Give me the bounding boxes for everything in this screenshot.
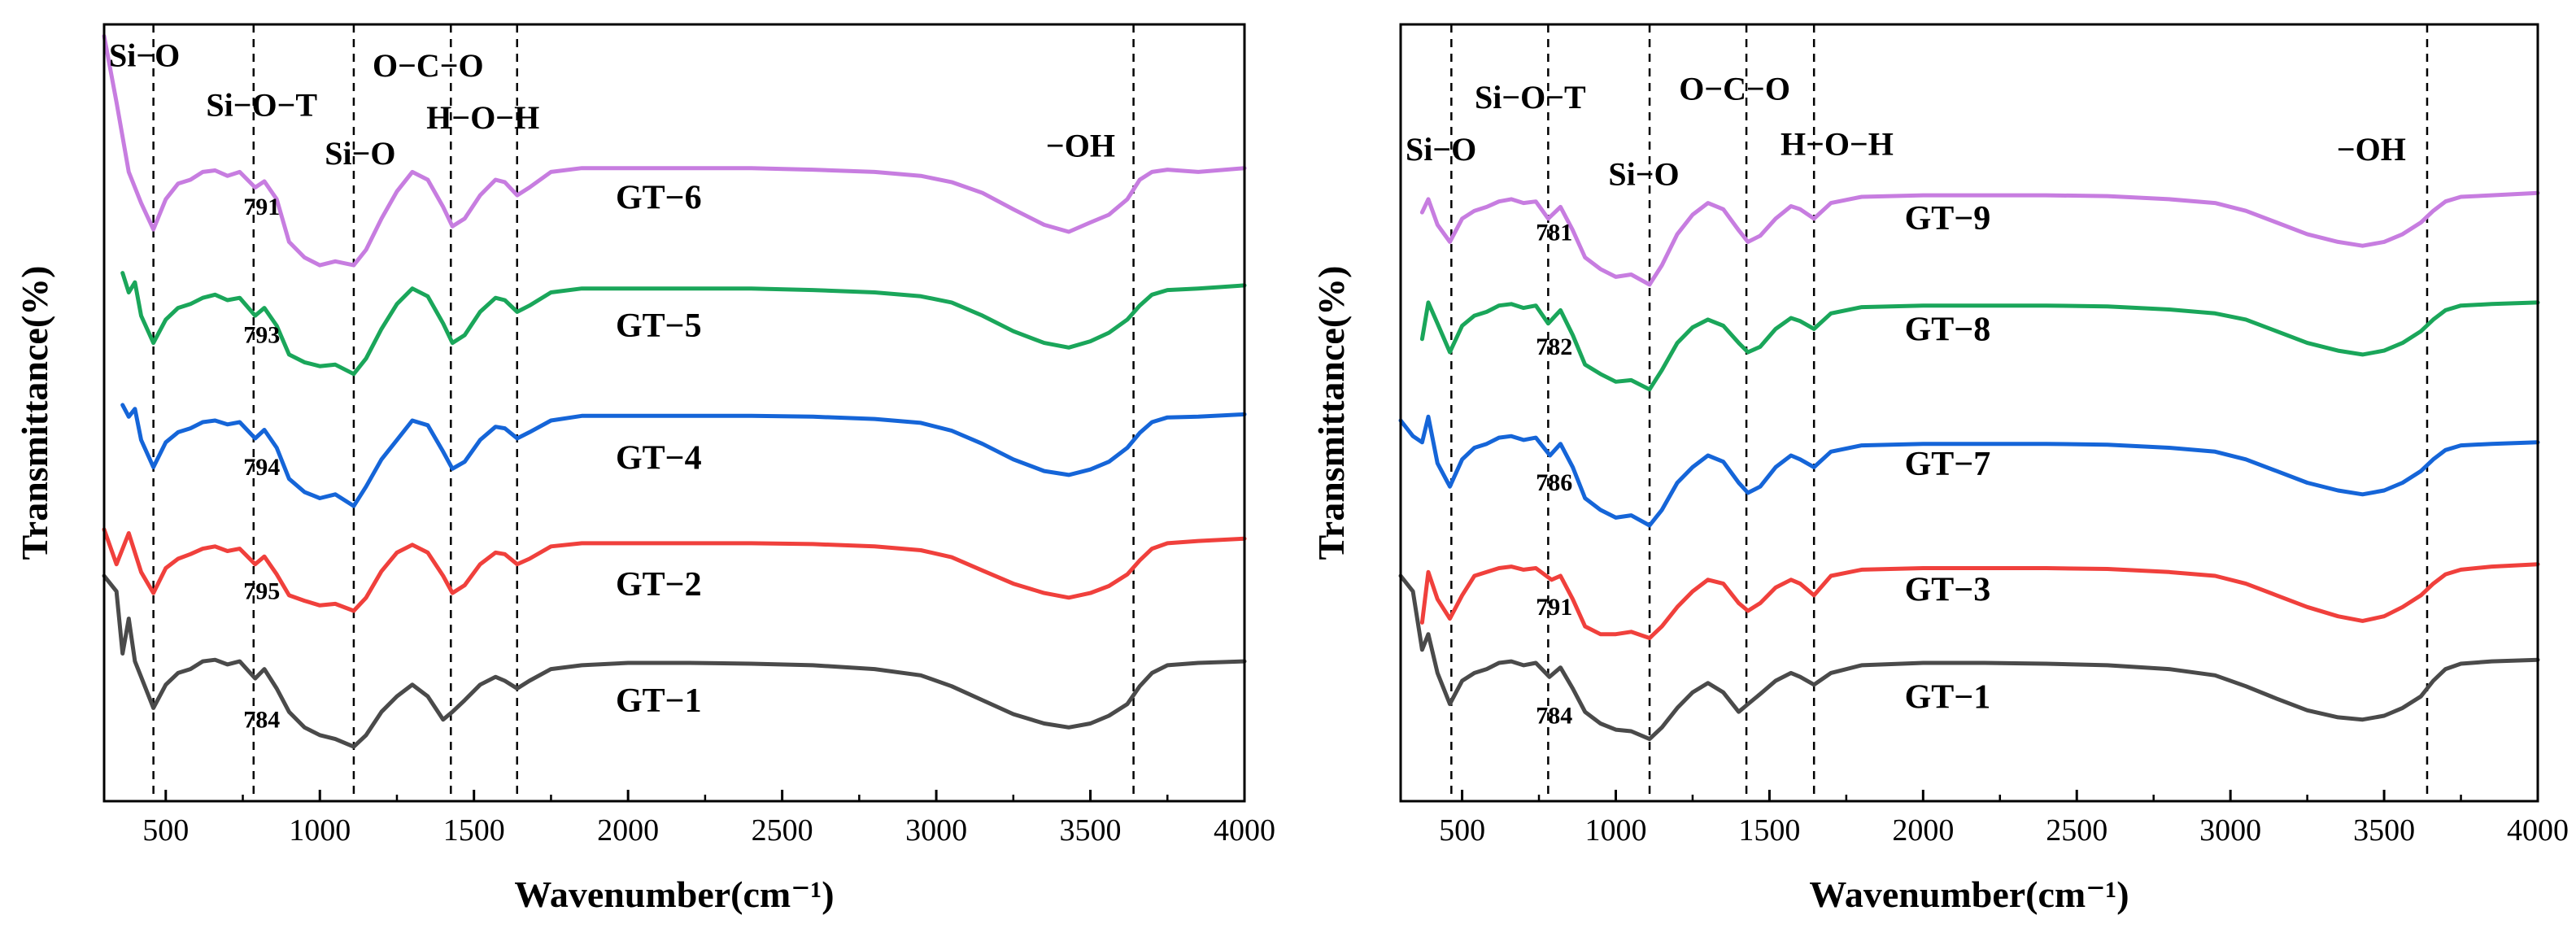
y-axis-title: Transmittance(%)	[14, 266, 55, 560]
band-label: Si−O	[1608, 156, 1679, 193]
plot-frame	[102, 23, 1246, 803]
x-tick-label: 3500	[1060, 813, 1122, 848]
peak-label: 781	[1536, 219, 1572, 246]
series-line	[1398, 414, 2540, 528]
series-label: GT−1	[616, 682, 702, 720]
peak-label: 793	[243, 322, 280, 349]
series-line	[102, 33, 1247, 268]
x-tick-label: 3000	[2199, 813, 2261, 848]
peak-label: 795	[243, 578, 280, 605]
x-tick-label: 4000	[1214, 813, 1275, 848]
x-tick-label: 2500	[2046, 813, 2107, 848]
series-label: GT−9	[1905, 200, 1991, 238]
series-label: GT−8	[1905, 312, 1991, 349]
series-line	[1419, 562, 2540, 640]
x-tick-label: 2500	[752, 813, 813, 848]
band-label: H−O−H	[1781, 125, 1894, 162]
x-axis-title: Wavenumber(cm⁻¹)	[1809, 874, 2129, 915]
x-tick-label: 2000	[1892, 813, 1954, 848]
plot-frame	[1399, 23, 2539, 803]
x-tick-label: 1500	[443, 813, 505, 848]
series-label: GT−3	[1905, 572, 1991, 609]
series-label: GT−5	[616, 307, 702, 345]
series-label: GT−1	[1905, 678, 1991, 716]
peak-label: 791	[1536, 594, 1572, 621]
x-tick-label: 3000	[905, 813, 967, 848]
x-tick-label: 1000	[1584, 813, 1646, 848]
band-label: H−O−H	[426, 99, 539, 136]
series-line	[120, 403, 1247, 508]
series-line	[1419, 190, 2540, 287]
band-label: O−C−O	[373, 47, 484, 84]
series-label: GT−6	[616, 179, 702, 216]
band-label: Si−O	[325, 135, 395, 172]
peak-label: 784	[1536, 703, 1572, 730]
series-label: GT−2	[616, 566, 702, 604]
peak-label: 784	[243, 706, 280, 733]
series-line	[102, 573, 1247, 749]
series-line	[1419, 300, 2540, 392]
x-axis-title: Wavenumber(cm⁻¹)	[514, 874, 834, 915]
series-line	[1398, 573, 2540, 742]
band-label: −OH	[2337, 131, 2406, 168]
x-tick-label: 4000	[2507, 813, 2569, 848]
series-label: GT−4	[616, 439, 702, 477]
chart-panel-left: GT−6791GT−5793GT−4794GT−2795GT−1784Si−OS…	[14, 23, 1275, 915]
peak-label: 791	[243, 194, 280, 220]
chart-panel-right: GT−9 781 GT−8 782 GT−7 786 GT−3 791 GT−1 784 Si−O S…	[1310, 23, 2569, 915]
x-tick-label: 1500	[1738, 813, 1800, 848]
peak-label: 782	[1536, 333, 1572, 360]
band-label: Si−O	[109, 37, 180, 74]
x-tick-label: 500	[1439, 813, 1485, 848]
x-tick-label: 500	[142, 813, 189, 848]
x-tick-label: 3500	[2353, 813, 2415, 848]
series-line	[120, 271, 1247, 377]
peak-label: 794	[243, 454, 280, 481]
band-label: Si−O−T	[206, 87, 317, 124]
y-axis-title: Transmittance(%)	[1310, 266, 1352, 560]
band-label: −OH	[1046, 127, 1115, 163]
x-tick-label: 2000	[597, 813, 659, 848]
series-label: GT−7	[1905, 446, 1991, 483]
band-label: Si−O	[1406, 131, 1476, 168]
peak-label: 786	[1536, 469, 1572, 496]
x-tick-label: 1000	[289, 813, 351, 848]
series-line	[102, 527, 1247, 613]
band-label: Si−O−T	[1475, 79, 1586, 115]
band-label: O−C−O	[1679, 71, 1790, 107]
